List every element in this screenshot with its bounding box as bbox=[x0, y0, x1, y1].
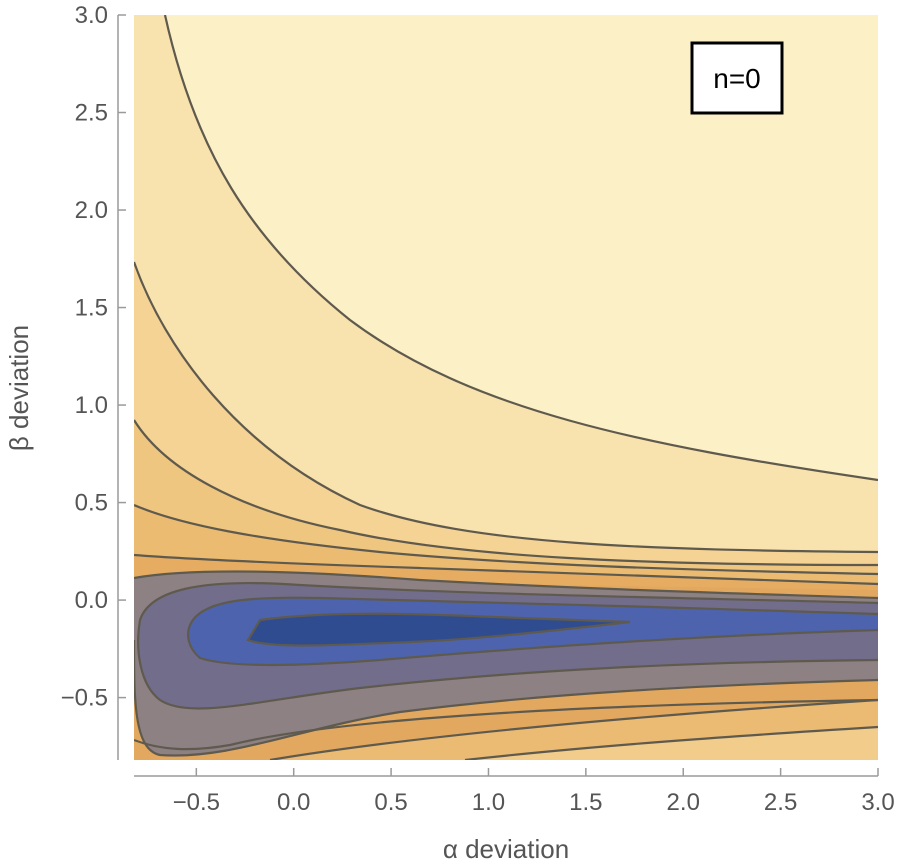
x-tick-label: 3.0 bbox=[861, 789, 894, 816]
y-tick-label: 0.0 bbox=[75, 587, 108, 614]
y-axis: −0.5 0.0 0.5 1.0 1.5 2.0 2.5 3.0 bbox=[61, 2, 126, 712]
x-tick-label: 1.0 bbox=[472, 789, 505, 816]
annotation-box: n=0 bbox=[690, 41, 784, 115]
y-tick-label: 2.5 bbox=[75, 100, 108, 127]
y-tick-label: 1.0 bbox=[75, 392, 108, 419]
contour-line-14 bbox=[464, 725, 878, 760]
contour-line-8 bbox=[188, 596, 878, 626]
contour-line-10 bbox=[137, 619, 878, 710]
contour-band-core bbox=[248, 613, 630, 646]
x-tick-label: 0.5 bbox=[374, 789, 407, 816]
y-tick-label: 2.0 bbox=[75, 197, 108, 224]
contour-line-3 bbox=[134, 419, 878, 567]
contour-line-12 bbox=[134, 698, 878, 751]
x-tick-label: 2.0 bbox=[667, 789, 700, 816]
y-axis-title: β deviation bbox=[4, 325, 34, 451]
plot-frame bbox=[117, 15, 878, 777]
y-tick-label: 3.0 bbox=[75, 2, 108, 29]
y-tick-label: 1.5 bbox=[75, 295, 108, 322]
y-tick-label: 0.5 bbox=[75, 490, 108, 517]
contour-line-11 bbox=[134, 639, 878, 757]
contour-line-9 bbox=[187, 624, 878, 667]
x-tick-label: −0.5 bbox=[173, 789, 220, 816]
x-axis-title: α deviation bbox=[443, 834, 569, 864]
contour-line-6 bbox=[134, 570, 878, 600]
contour-line-13 bbox=[269, 698, 878, 760]
contour-band-lower-3 bbox=[465, 727, 878, 760]
annotation-label: n=0 bbox=[713, 63, 761, 94]
contour-lines bbox=[134, 15, 878, 760]
x-axis: −0.5 0.0 0.5 1.0 1.5 2.0 2.5 3.0 bbox=[173, 768, 895, 816]
x-tick-label: 0.0 bbox=[277, 789, 310, 816]
y-tick-label: −0.5 bbox=[61, 685, 108, 712]
contour-line-core bbox=[246, 612, 631, 647]
contour-line-4 bbox=[134, 503, 878, 576]
x-tick-label: 1.5 bbox=[569, 789, 602, 816]
contour-line-5 bbox=[134, 553, 878, 586]
contour-line-7 bbox=[138, 582, 878, 621]
x-tick-label: 2.5 bbox=[764, 789, 797, 816]
contour-line-1 bbox=[163, 15, 878, 482]
contour-line-2 bbox=[134, 261, 878, 554]
